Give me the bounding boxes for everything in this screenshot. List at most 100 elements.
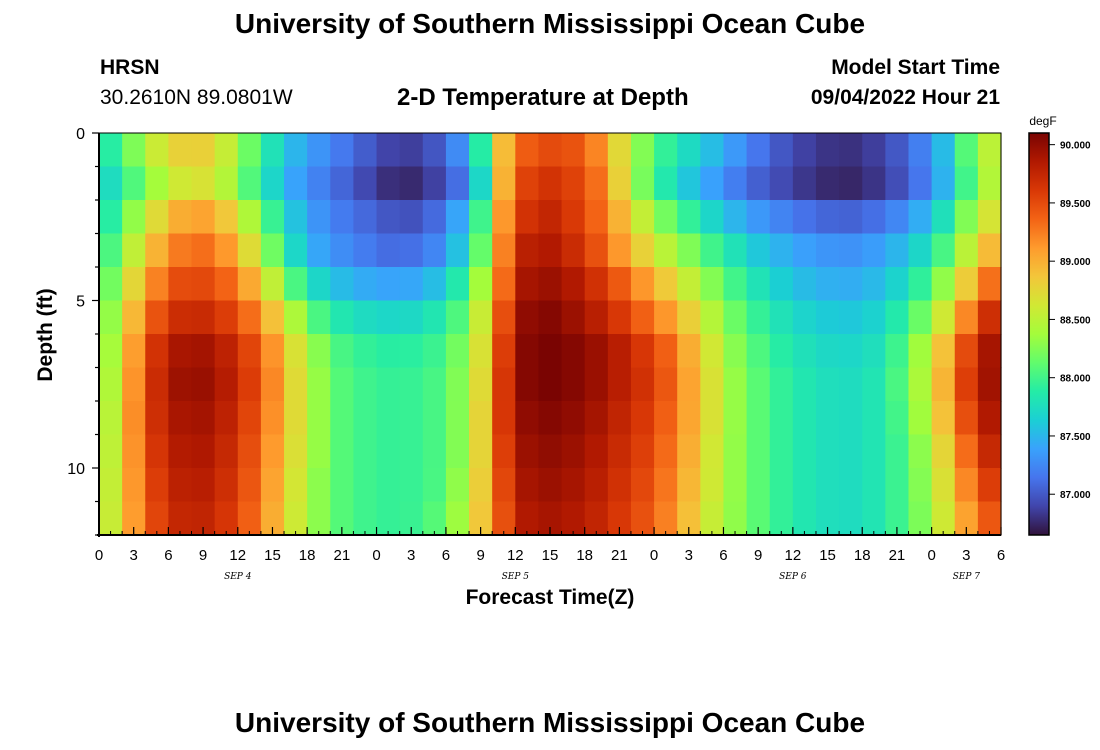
heatmap-cell	[330, 334, 355, 369]
heatmap-cell	[145, 300, 169, 335]
heatmap-cell	[99, 334, 123, 369]
heatmap-cell	[99, 267, 123, 302]
colorbar-units: degF	[1029, 114, 1056, 128]
heatmap-cell	[931, 267, 956, 302]
heatmap-cell	[862, 300, 886, 335]
heatmap-cell	[677, 267, 701, 302]
heatmap-cell	[353, 367, 378, 402]
heatmap-cell	[746, 133, 771, 168]
heatmap-cell	[237, 367, 262, 402]
y-tick-label: 5	[76, 294, 85, 311]
heatmap-cell	[445, 200, 470, 235]
heatmap-cell	[445, 267, 470, 302]
heatmap-cell	[284, 367, 308, 402]
heatmap-cell	[607, 166, 632, 201]
heatmap-cell	[607, 133, 632, 168]
heatmap-cell	[584, 267, 609, 302]
heatmap-cell	[769, 367, 794, 402]
heatmap-cell	[908, 200, 933, 235]
heatmap-cell	[862, 200, 886, 235]
heatmap-cell	[561, 166, 586, 201]
chart-subtitle: 2-D Temperature at Depth	[397, 84, 689, 111]
heatmap-cell	[99, 300, 123, 335]
heatmap-cell	[307, 501, 331, 536]
heatmap-cell	[214, 300, 239, 335]
heatmap-cell	[191, 334, 216, 369]
heatmap-cell	[630, 233, 655, 268]
colorbar-tick-label: 89.000	[1060, 257, 1091, 268]
heatmap-cell	[584, 468, 609, 503]
heatmap-cell	[376, 300, 401, 335]
heatmap-cell	[977, 233, 1002, 268]
x-tick-label: 21	[334, 547, 351, 564]
heatmap-cell	[977, 166, 1002, 201]
heatmap-cell	[515, 233, 540, 268]
heatmap-cell	[862, 501, 886, 536]
heatmap-cell	[237, 401, 262, 436]
heatmap-cell	[954, 468, 979, 503]
heatmap-cell	[792, 233, 817, 268]
heatmap-cell	[584, 133, 609, 168]
heatmap-cell	[700, 166, 725, 201]
heatmap-cell	[145, 501, 169, 536]
x-tick-label: 6	[442, 547, 450, 564]
heatmap-cell	[677, 434, 701, 469]
heatmap-cell	[862, 401, 886, 436]
heatmap-cell	[977, 468, 1002, 503]
heatmap-cell	[885, 133, 910, 168]
x-tick-label: 9	[754, 547, 762, 564]
heatmap-cell	[445, 401, 470, 436]
heatmap-cell	[399, 233, 424, 268]
heatmap-cell	[376, 233, 401, 268]
x-tick-label: 18	[576, 547, 593, 564]
heatmap-cell	[723, 401, 748, 436]
heatmap-cell	[677, 334, 701, 369]
heatmap-cell	[260, 434, 285, 469]
heatmap-cell	[746, 367, 771, 402]
heatmap-cell	[908, 434, 933, 469]
heatmap-cell	[445, 334, 470, 369]
heatmap-cell	[237, 133, 262, 168]
heatmap-cell	[584, 434, 609, 469]
heatmap-cell	[122, 133, 146, 168]
heatmap-cell	[376, 133, 401, 168]
heatmap-cell	[677, 501, 701, 536]
heatmap-cell	[307, 367, 331, 402]
heatmap-cell	[122, 334, 146, 369]
x-tick-label: 9	[199, 547, 207, 564]
heatmap-cell	[815, 468, 840, 503]
heatmap-cell	[723, 300, 748, 335]
heatmap-cell	[469, 434, 493, 469]
heatmap-cell	[977, 367, 1002, 402]
heatmap-cell	[353, 267, 378, 302]
heatmap-cell	[330, 200, 355, 235]
heatmap-cell	[815, 267, 840, 302]
heatmap-cell	[469, 200, 493, 235]
heatmap-cell	[330, 401, 355, 436]
heatmap-cell	[630, 401, 655, 436]
heatmap-cell	[839, 166, 863, 201]
heatmap-cell	[237, 200, 262, 235]
colorbar-tick-label: 87.000	[1060, 490, 1091, 501]
heatmap-cell	[954, 300, 979, 335]
heatmap-cell	[561, 200, 586, 235]
heatmap-cell	[931, 434, 956, 469]
heatmap-cell	[99, 200, 123, 235]
heatmap-cell	[191, 468, 216, 503]
heatmap-cell	[839, 233, 863, 268]
heatmap-cell	[122, 267, 146, 302]
heatmap-cell	[99, 367, 123, 402]
heatmap-cell	[769, 468, 794, 503]
x-tick-label: 9	[476, 547, 484, 564]
heatmap-cell	[168, 434, 193, 469]
heatmap-cell	[839, 334, 863, 369]
heatmap-cell	[931, 401, 956, 436]
heatmap-cell	[399, 166, 424, 201]
heatmap-cell	[815, 300, 840, 335]
heatmap-cell	[492, 233, 516, 268]
heatmap-cell	[538, 267, 563, 302]
heatmap-cell	[584, 367, 609, 402]
heatmap-cell	[538, 334, 563, 369]
heatmap-cell	[168, 367, 193, 402]
heatmap-cell	[260, 267, 285, 302]
